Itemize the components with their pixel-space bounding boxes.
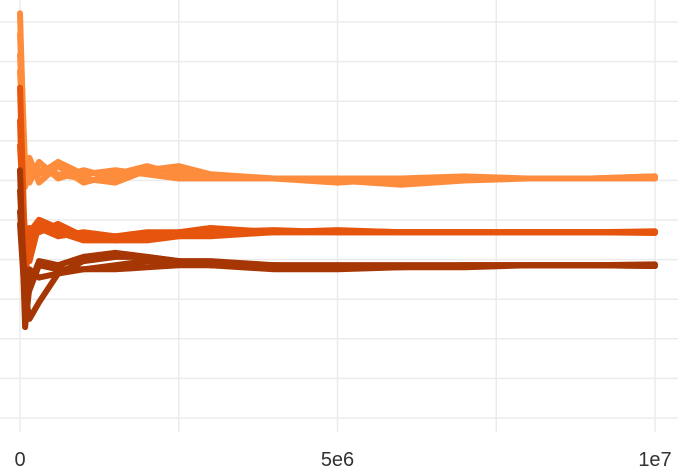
series-line-1-4 — [17, 68, 658, 186]
x-tick-label: 0 — [14, 449, 25, 471]
series-line-3-4 — [17, 220, 658, 306]
grid — [0, 0, 678, 432]
x-axis-ticks: 0 5e6 1e7 — [14, 449, 671, 471]
series-layer — [17, 10, 658, 331]
x-tick-label: 5e6 — [321, 449, 354, 471]
x-tick-label: 1e7 — [638, 449, 671, 471]
series-group-2 — [17, 84, 658, 285]
series-line-2-4 — [17, 167, 658, 244]
series-group-1 — [17, 10, 658, 190]
series-group-3 — [17, 167, 658, 331]
